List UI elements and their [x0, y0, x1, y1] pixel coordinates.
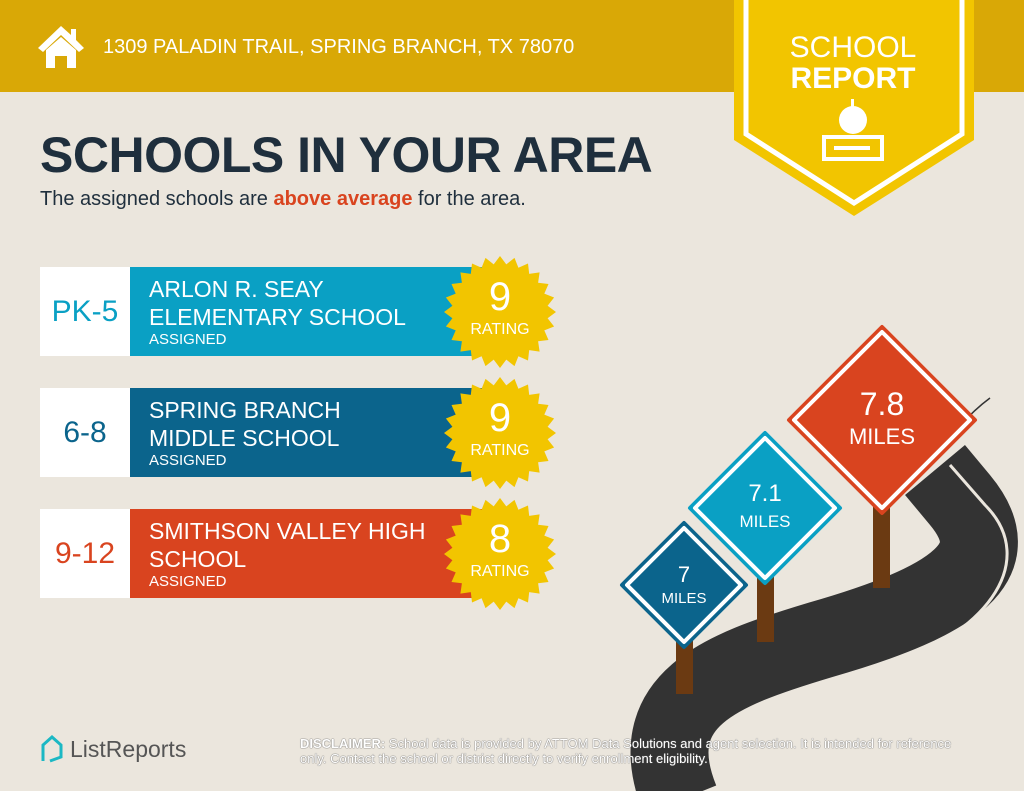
rating-badge-icon [444, 256, 556, 368]
home-icon [38, 26, 84, 68]
school-row: 9-12 SMITHSON VALLEY HIGH SCHOOL ASSIGNE… [40, 498, 556, 610]
assignment-status: ASSIGNED [149, 573, 227, 590]
distance-sign [792, 330, 972, 510]
sign-distance: 7 [677, 562, 691, 587]
school-report-ribbon [734, 0, 974, 216]
assignment-status: ASSIGNED [149, 452, 227, 469]
sign-distance: 7.1 [748, 480, 782, 507]
sign-unit: MILES [661, 590, 707, 607]
school-name-line2: MIDDLE SCHOOL [149, 425, 340, 451]
listreports-logo-icon [41, 735, 63, 763]
school-name-line1: ARLON R. SEAY [149, 276, 324, 302]
rating-badge-icon [444, 377, 556, 489]
school-name-line1: SPRING BRANCH [149, 397, 341, 423]
distance-sign [693, 436, 837, 580]
ribbon-line1: SCHOOL [789, 31, 917, 64]
school-row: 6-8 SPRING BRANCH MIDDLE SCHOOL ASSIGNED… [40, 377, 556, 489]
school-name-line2: SCHOOL [149, 546, 247, 572]
rating-label: RATING [470, 563, 530, 580]
property-address: 1309 PALADIN TRAIL, SPRING BRANCH, TX 78… [103, 36, 575, 58]
rating-value: 9 [488, 275, 512, 319]
apple-books-icon [822, 99, 884, 161]
disclaimer: DISCLAIMER: School data is provided by A… [300, 736, 952, 766]
road-illustration [620, 325, 1018, 791]
rating-value: 9 [488, 396, 512, 440]
school-row: PK-5 ARLON R. SEAY ELEMENTARY SCHOOL ASS… [40, 256, 556, 368]
sign-distance: 7.8 [859, 386, 905, 422]
rating-value: 8 [488, 517, 512, 561]
rating-label: RATING [470, 321, 530, 338]
assignment-status: ASSIGNED [149, 331, 227, 348]
sign-unit: MILES [848, 424, 916, 449]
rating-label: RATING [470, 442, 530, 459]
grade-range: PK-5 [40, 267, 130, 356]
school-name-line2: ELEMENTARY SCHOOL [149, 304, 406, 330]
sign-unit: MILES [739, 512, 791, 531]
grade-range: 6-8 [40, 388, 130, 477]
page-subtitle: The assigned schools are above average f… [40, 188, 526, 210]
rating-badge-icon [444, 498, 556, 610]
school-name-line1: SMITHSON VALLEY HIGH [149, 518, 426, 544]
page-title: SCHOOLS IN YOUR AREA [40, 127, 653, 183]
grade-range: 9-12 [40, 509, 130, 598]
listreports-logo[interactable]: ListReports [40, 735, 186, 763]
ribbon-line2: REPORT [790, 62, 916, 95]
distance-sign [625, 526, 743, 644]
